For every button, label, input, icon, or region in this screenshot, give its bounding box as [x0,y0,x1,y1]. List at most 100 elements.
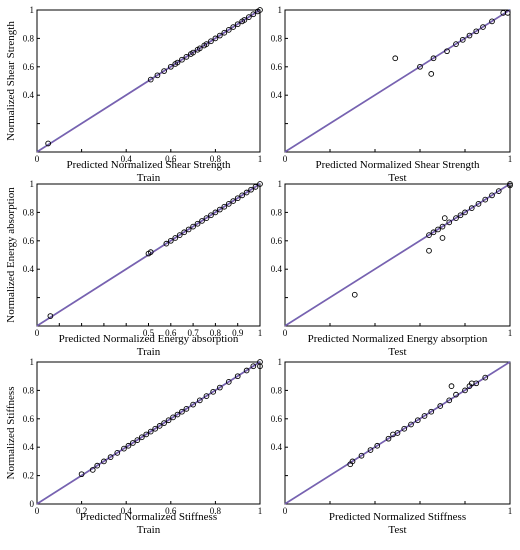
data-point [234,195,241,202]
data-point [428,408,435,415]
data-point [385,435,392,442]
data-point [473,380,480,387]
data-point [199,218,205,224]
x-tick-label: 1 [508,328,513,338]
data-point [453,41,459,47]
plot-frame [36,361,261,505]
data-point [47,313,54,319]
data-point [221,29,228,36]
y-tick-label: 1 [278,5,283,15]
x-tick-label: 0.8 [210,154,222,164]
panel-subtitle: Train [137,346,161,358]
y-tick-label: 1 [30,357,35,367]
data-point [190,49,196,56]
fit-line [284,361,511,505]
data-point [212,35,219,42]
data-point [446,397,453,404]
data-point [250,363,257,370]
data-point [459,36,466,43]
data-point [78,471,85,478]
x-tick-label: 1 [508,154,513,164]
data-point [107,454,114,460]
x-axis-label: Predicted Normalized Energy absorption [59,333,239,345]
y-tick-label: 0.4 [271,442,283,452]
data-point [414,417,421,424]
data-point [480,24,486,30]
x-axis-label: Predicted Normalized Shear Strength [66,159,231,171]
x-tick-label: 0.4 [121,506,133,516]
data-point [208,212,214,219]
data-point [221,203,228,210]
x-tick-label: 0.8 [210,328,222,338]
data-point [243,367,250,374]
data-point [134,437,141,443]
data-point [248,186,254,193]
data-point [196,45,203,52]
x-tick-label: 1 [258,328,263,338]
x-tick-label: 0.2 [76,506,87,516]
data-point [217,32,223,39]
data-point [482,374,489,381]
x-tick-label: 0.4 [121,154,133,164]
y-tick-label: 1 [30,179,35,189]
data-point [138,434,145,441]
data-point [246,14,252,20]
data-point [125,442,132,449]
y-tick-label: 0.8 [23,385,35,395]
panel-1: 0 0.4 0.6 0.8 1 0.4 0.6 0.8 1 Predicted Normalize… [5,5,263,184]
data-point [495,188,502,194]
data-point [394,430,401,436]
data-point [172,235,179,241]
data-point [230,198,237,204]
data-point [167,237,174,244]
x-tick-label: 0.9 [232,328,244,338]
data-point [114,450,121,456]
data-point [453,391,459,398]
x-axis-label: Predicted Normalized Stiffness [80,511,217,523]
y-tick-label: 0.6 [271,62,283,72]
data-point [225,379,232,385]
data-point [190,223,196,230]
x-tick-label: 0 [283,154,288,164]
y-tick-label: 0.4 [23,442,35,452]
fit-line [284,183,511,327]
panel-3: 0 0.5 0.6 0.7 0.8 0.9 1 0.4 0.6 0.8 1 Predicted Nor… [5,179,263,358]
data-point [196,397,203,404]
panel-subtitle: Test [388,524,406,536]
data-point [212,209,219,216]
data-point [475,201,482,207]
panel-subtitle: Test [388,172,406,184]
y-tick-label: 0.6 [271,236,283,246]
data-point [45,140,52,147]
data-point [257,359,263,365]
data-point [439,235,446,241]
panel-5: 0 0.2 0.4 0.6 0.8 1 0 0.2 0.4 0.6 0.8 1 Predicted No… [5,357,263,536]
data-point [208,38,214,45]
data-point [417,63,423,70]
data-point [466,32,473,39]
y-tick-label: 0 [30,499,35,509]
data-point [430,55,437,62]
data-point [156,423,163,429]
data-point [234,21,241,28]
data-point [421,413,428,419]
data-point [225,27,232,33]
data-point [426,232,432,238]
x-axis-label: Predicted Normalized Shear Strength [315,159,480,171]
data-point [183,406,190,412]
data-point [203,41,210,47]
x-tick-label: 1 [258,506,263,516]
data-point [401,425,408,432]
data-point [147,428,154,435]
data-point [468,205,475,211]
x-tick-label: 0 [283,328,288,338]
y-axis-label: Normalized Stiffness [5,387,17,480]
data-point [489,192,495,199]
y-tick-label: 0.8 [23,33,35,43]
data-point [444,48,450,55]
data-point [217,206,223,213]
data-point [174,411,181,418]
data-point [179,408,185,415]
data-point [163,240,170,247]
